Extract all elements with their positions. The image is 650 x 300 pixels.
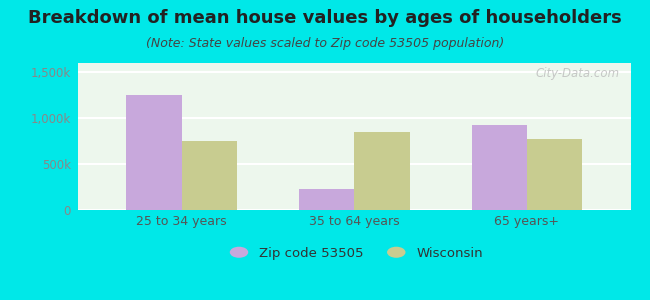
Legend: Zip code 53505, Wisconsin: Zip code 53505, Wisconsin (220, 242, 488, 265)
Bar (527, 139, 582, 210)
Bar (126, 95, 181, 210)
Bar (181, 141, 237, 210)
Bar (299, 189, 354, 210)
Bar (472, 125, 527, 210)
Bar (354, 132, 410, 210)
Text: (Note: State values scaled to Zip code 53505 population): (Note: State values scaled to Zip code 5… (146, 38, 504, 50)
Text: Breakdown of mean house values by ages of householders: Breakdown of mean house values by ages o… (28, 9, 622, 27)
Text: City-Data.com: City-Data.com (536, 68, 619, 80)
